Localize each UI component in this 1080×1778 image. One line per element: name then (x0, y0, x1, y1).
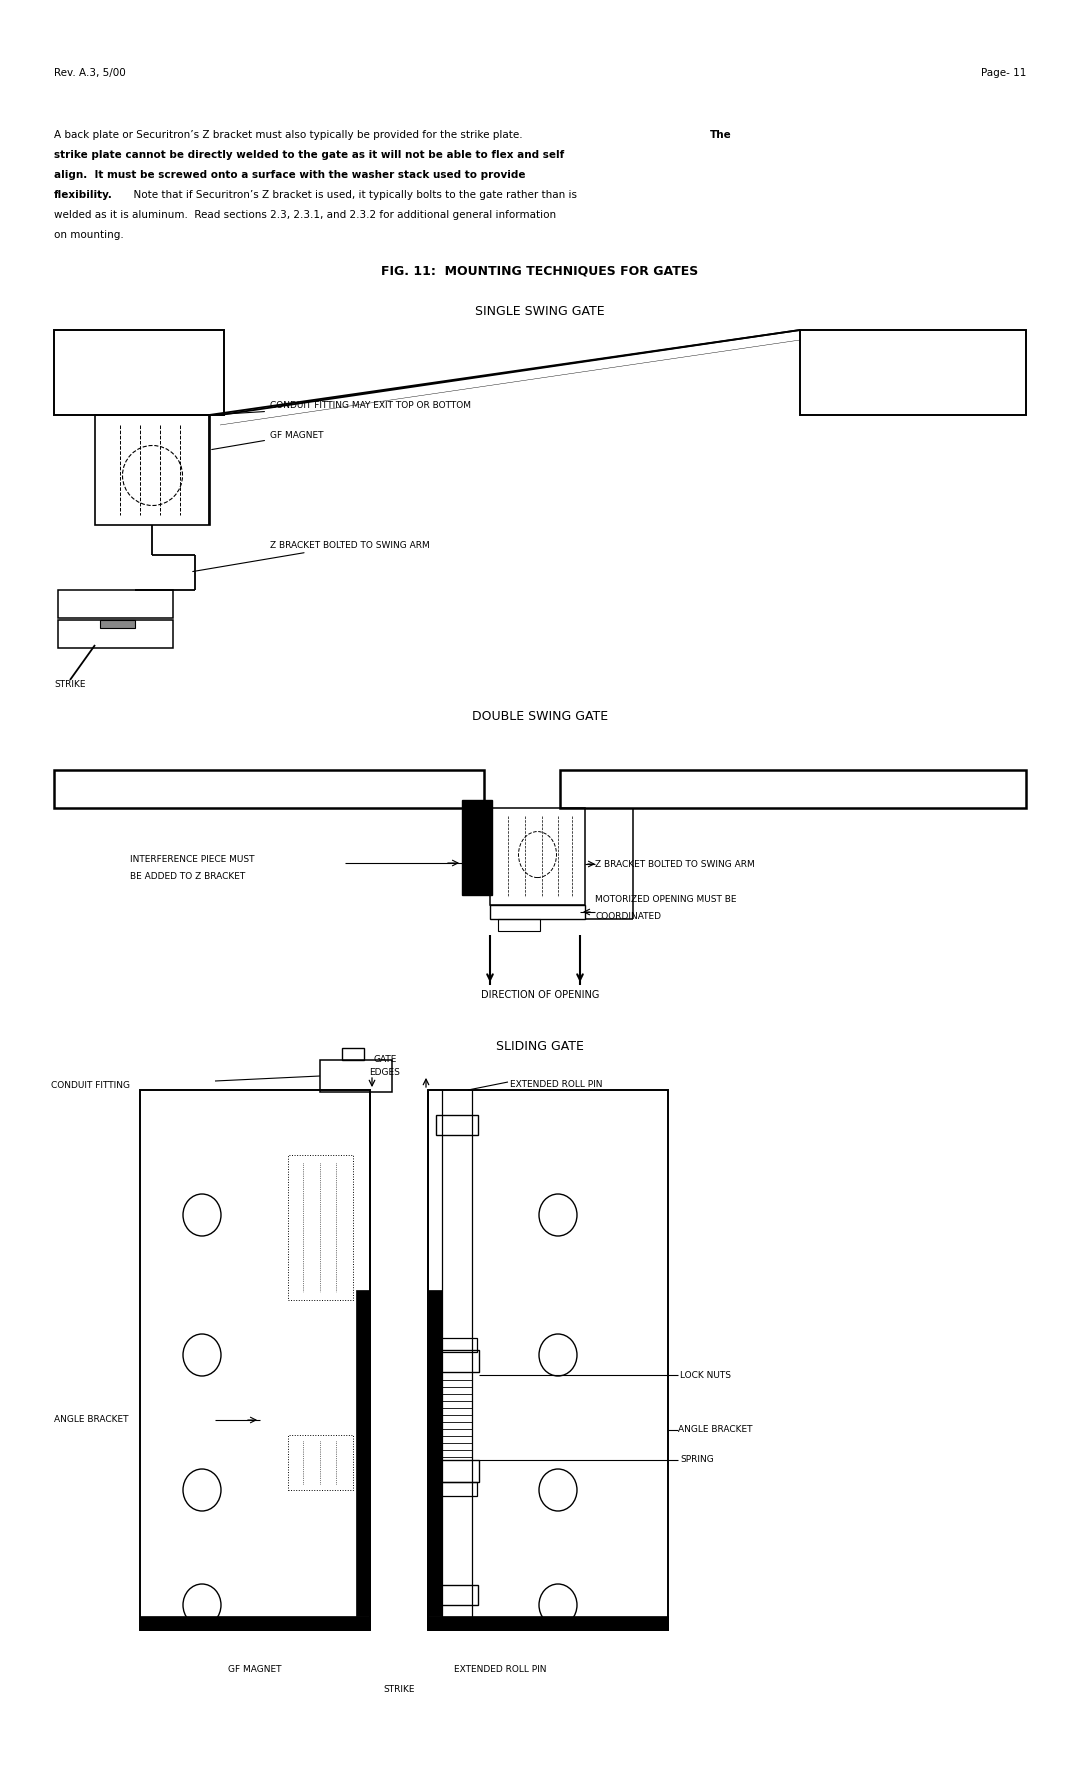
Text: The: The (710, 130, 732, 140)
Bar (561, 770, 1026, 807)
Text: INTERFERENCE PIECE MUST: INTERFERENCE PIECE MUST (130, 855, 255, 864)
Text: Z BRACKET BOLTED TO SWING ARM: Z BRACKET BOLTED TO SWING ARM (595, 861, 755, 869)
Text: Note that if Securitron’s Z bracket is used, it typically bolts to the gate rath: Note that if Securitron’s Z bracket is u… (127, 190, 577, 199)
Bar (58, 590, 173, 619)
Bar (288, 1435, 353, 1490)
Text: A back plate or Securitron’s Z bracket must also typically be provided for the s: A back plate or Securitron’s Z bracket m… (54, 130, 529, 140)
Text: flexibility.: flexibility. (54, 190, 113, 199)
Bar (490, 807, 585, 905)
Bar (58, 621, 173, 647)
Bar (140, 1090, 370, 1630)
Text: MOTORIZED OPENING MUST BE: MOTORIZED OPENING MUST BE (595, 894, 737, 903)
Text: EDGES: EDGES (369, 1069, 401, 1077)
Text: STRIKE: STRIKE (54, 679, 85, 690)
Text: DOUBLE SWING GATE: DOUBLE SWING GATE (472, 709, 608, 724)
Bar (800, 331, 1026, 414)
Bar (428, 1616, 669, 1630)
Bar (437, 1339, 477, 1351)
Bar (435, 1460, 480, 1483)
Bar (95, 414, 210, 525)
Text: GATE: GATE (374, 1054, 396, 1063)
Text: strike plate cannot be directly welded to the gate as it will not be able to fle: strike plate cannot be directly welded t… (54, 149, 564, 160)
Text: ANGLE BRACKET: ANGLE BRACKET (54, 1415, 129, 1424)
Bar (54, 331, 224, 414)
Text: welded as it is aluminum.  Read sections 2.3, 2.3.1, and 2.3.2 for additional ge: welded as it is aluminum. Read sections … (54, 210, 556, 220)
Bar (54, 770, 484, 807)
Bar (428, 1291, 442, 1616)
Bar (342, 1047, 364, 1060)
Text: EXTENDED ROLL PIN: EXTENDED ROLL PIN (454, 1664, 546, 1675)
Bar (498, 919, 540, 932)
Text: SPRING: SPRING (680, 1456, 714, 1465)
Bar (437, 1483, 477, 1495)
Text: Page- 11: Page- 11 (981, 68, 1026, 78)
Bar (288, 1156, 353, 1300)
Bar (435, 1350, 480, 1373)
Text: on mounting.: on mounting. (54, 229, 124, 240)
Bar (436, 1584, 478, 1606)
Text: LOCK NUTS: LOCK NUTS (680, 1371, 731, 1380)
Bar (436, 1115, 478, 1134)
Bar (100, 621, 135, 628)
Text: GF MAGNET: GF MAGNET (212, 430, 324, 450)
Text: GF MAGNET: GF MAGNET (228, 1664, 282, 1675)
Text: BE ADDED TO Z BRACKET: BE ADDED TO Z BRACKET (130, 871, 245, 882)
Text: Rev. A.3, 5/00: Rev. A.3, 5/00 (54, 68, 125, 78)
Text: SINGLE SWING GATE: SINGLE SWING GATE (475, 306, 605, 318)
Bar (140, 1616, 370, 1630)
Text: SLIDING GATE: SLIDING GATE (496, 1040, 584, 1053)
Text: CONDUIT FITTING MAY EXIT TOP OR BOTTOM: CONDUIT FITTING MAY EXIT TOP OR BOTTOM (212, 400, 471, 414)
Text: EXTENDED ROLL PIN: EXTENDED ROLL PIN (510, 1079, 603, 1088)
Bar (462, 800, 492, 894)
Text: STRIKE: STRIKE (383, 1686, 415, 1694)
Text: ANGLE BRACKET: ANGLE BRACKET (678, 1426, 753, 1435)
Text: COORDINATED: COORDINATED (595, 912, 661, 921)
Text: DIRECTION OF OPENING: DIRECTION OF OPENING (481, 990, 599, 999)
Bar (356, 1291, 370, 1616)
Bar (320, 1060, 392, 1092)
Text: CONDUIT FITTING: CONDUIT FITTING (51, 1081, 130, 1090)
Bar (490, 905, 585, 919)
Text: Z BRACKET BOLTED TO SWING ARM: Z BRACKET BOLTED TO SWING ARM (192, 541, 430, 571)
Text: FIG. 11:  MOUNTING TECHNIQUES FOR GATES: FIG. 11: MOUNTING TECHNIQUES FOR GATES (381, 265, 699, 277)
Bar (428, 1090, 669, 1630)
Text: align.  It must be screwed onto a surface with the washer stack used to provide: align. It must be screwed onto a surface… (54, 171, 526, 180)
